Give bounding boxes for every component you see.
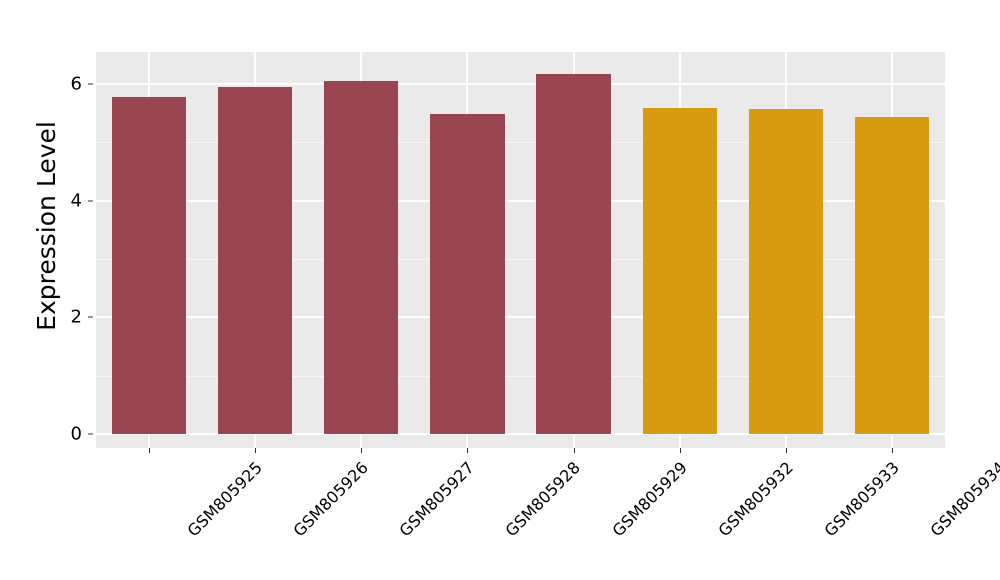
x-tick-mark [679,448,681,453]
y-tick-label: 6 [70,73,82,95]
y-tick-label: 0 [70,423,82,445]
x-tick-mark [785,448,787,453]
x-tick-mark [891,448,893,453]
x-tick-label-GSM805933: GSM805933 [820,458,903,541]
plot-panel [96,52,945,448]
gridline-major-y [96,199,945,202]
x-tick-label-GSM805929: GSM805929 [608,458,691,541]
x-tick-mark [149,448,151,453]
gridline-major-y [96,83,945,86]
x-tick-label-GSM805934: GSM805934 [926,458,1000,541]
gridline-major-y [96,433,945,435]
bar-GSM805927 [324,80,399,434]
gridline-minor-y [96,375,945,377]
gridline-minor-y [96,142,945,144]
y-tick-mark [88,316,93,318]
x-tick-label-GSM805926: GSM805926 [289,458,373,541]
x-tick-mark [573,448,575,453]
x-tick-mark [361,448,363,453]
y-tick-mark [88,83,93,85]
y-tick-label: 2 [70,306,82,328]
y-tick-mark [88,200,93,202]
bar-GSM805932 [642,108,717,434]
bar-GSM805929 [536,73,611,434]
x-tick-label-GSM805928: GSM805928 [501,458,585,541]
x-tick-mark [467,448,469,453]
bar-GSM805934 [854,116,930,434]
y-tick-label: 4 [70,190,82,212]
x-tick-mark [255,448,257,453]
x-tick-label-GSM805932: GSM805932 [714,458,797,541]
bar-GSM805933 [748,108,823,434]
y-tick-mark [88,433,93,435]
bar-GSM805925 [111,96,187,434]
x-tick-label-GSM805925: GSM805925 [183,458,266,541]
bar-GSM805926 [218,87,293,434]
y-axis-ticks: 0 2 4 6 [58,0,82,580]
gridline-minor-y [96,259,945,261]
x-tick-label-GSM805927: GSM805927 [395,458,479,541]
bar-GSM805928 [430,113,505,434]
gridline-major-y [96,316,945,319]
